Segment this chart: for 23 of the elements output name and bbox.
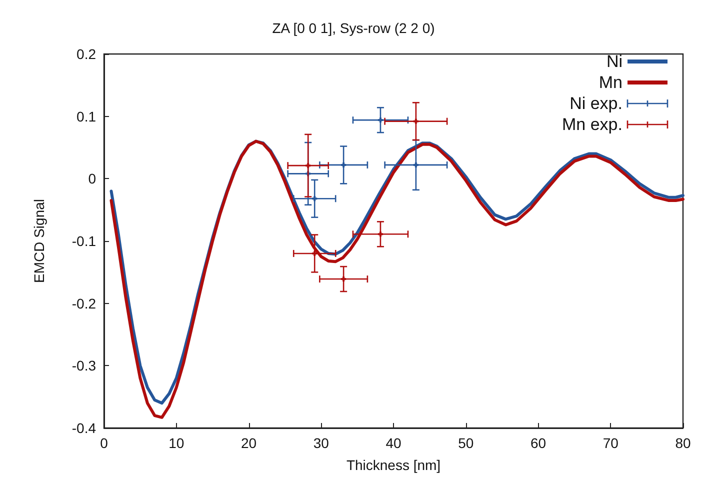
legend-label: Ni [606, 52, 622, 71]
y-tick-label: -0.4 [72, 420, 96, 436]
y-tick-label: 0 [88, 170, 96, 187]
x-tick-label: 40 [386, 435, 402, 451]
chart-title: ZA [0 0 1], Sys-row (2 2 0) [272, 20, 435, 36]
x-tick-label: 10 [168, 435, 184, 451]
y-tick-label: -0.1 [72, 233, 96, 249]
legend-label: Mn exp. [562, 115, 622, 134]
legend-label: Mn [598, 73, 622, 92]
x-tick-label: 70 [602, 435, 619, 451]
x-tick-label: 30 [313, 435, 330, 451]
legend-label: Ni exp. [570, 94, 622, 113]
y-tick-label: -0.3 [72, 358, 96, 374]
y-axis-title: EMCD Signal [31, 198, 47, 284]
y-tick-label: 0.2 [76, 46, 96, 62]
y-tick-label: -0.2 [72, 295, 96, 312]
x-tick-label: 0 [100, 435, 108, 451]
x-tick-label: 80 [675, 435, 691, 451]
x-tick-label: 20 [240, 435, 257, 451]
x-tick-label: 60 [530, 435, 546, 451]
x-tick-label: 50 [458, 435, 474, 451]
y-tick-label: 0.1 [76, 108, 96, 124]
x-axis-title: Thickness [nm] [346, 457, 441, 473]
